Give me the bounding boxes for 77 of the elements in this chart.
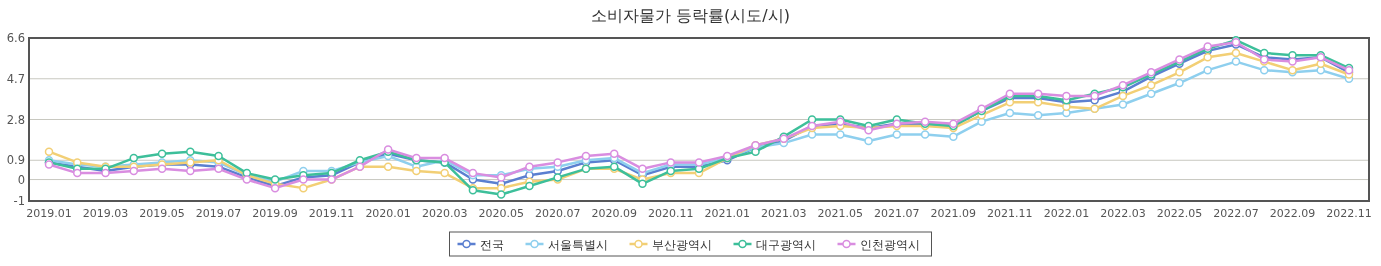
x-tick-label: 2020.05 <box>478 207 524 220</box>
point <box>949 132 958 141</box>
x-tick-label: 2020.07 <box>534 207 581 220</box>
x-tick-label: 2022.09 <box>1269 207 1316 220</box>
x-tick-label: 2020.11 <box>647 207 694 220</box>
x-tick-label: 2019.11 <box>308 207 355 220</box>
x-tick-label: 2021.05 <box>817 207 864 220</box>
x-tick-label: 2020.01 <box>365 207 411 220</box>
point <box>892 130 902 139</box>
x-tick-label: 2022.05 <box>1156 207 1203 220</box>
point <box>609 149 619 159</box>
point <box>1118 91 1128 101</box>
y-tick-label: -1 <box>13 194 25 208</box>
point <box>44 147 54 156</box>
legend-label: 전국 <box>479 237 504 252</box>
point <box>299 183 308 193</box>
point <box>186 166 195 176</box>
point <box>1175 78 1184 88</box>
point <box>214 151 223 161</box>
point <box>1231 48 1241 58</box>
point <box>1005 108 1015 118</box>
x-tick-label: 2022.11 <box>1326 207 1372 220</box>
point <box>836 130 845 139</box>
point <box>129 153 139 163</box>
chart-title: 소비자물가 등락률(시도/시) <box>591 6 790 25</box>
x-tick-label: 2019.09 <box>252 207 298 220</box>
x-tick-label: 2020.03 <box>421 207 468 220</box>
legend-label: 인천광역시 <box>859 237 920 252</box>
x-tick-label: 2021.03 <box>761 207 807 220</box>
x-tick-label: 2022.07 <box>1213 207 1259 220</box>
point <box>1033 110 1043 120</box>
x-tick-label: 2022.03 <box>1100 207 1146 220</box>
x-tick-label: 2019.05 <box>139 207 185 220</box>
point <box>1203 65 1212 75</box>
x-tick-label: 2021.11 <box>987 207 1033 220</box>
x-tick-label: 2019.03 <box>82 207 129 220</box>
point <box>157 164 167 174</box>
point <box>525 181 534 191</box>
legend-label: 서울특별시 <box>547 237 608 252</box>
x-tick-label: 2021.01 <box>704 207 751 220</box>
y-tick-label: 0.9 <box>6 153 25 168</box>
legend-label: 부산광역시 <box>651 237 712 252</box>
x-tick-label: 2022.01 <box>1043 207 1090 220</box>
point <box>553 158 562 167</box>
y-tick-label: 0 <box>17 172 25 187</box>
point <box>73 168 82 178</box>
point <box>1146 80 1156 90</box>
point <box>1288 50 1297 60</box>
point <box>751 147 760 156</box>
point <box>383 162 393 171</box>
point <box>157 149 167 159</box>
point <box>1118 100 1128 109</box>
y-tick-label: 2.8 <box>6 112 25 127</box>
y-tick-label: 6.6 <box>6 31 25 45</box>
point <box>920 130 930 139</box>
point <box>638 179 647 189</box>
x-tick-label: 2021.09 <box>930 207 977 220</box>
point <box>440 168 449 178</box>
point <box>864 136 873 146</box>
x-tick-label: 2019.01 <box>26 207 72 220</box>
x-tick-label: 2019.07 <box>195 207 242 220</box>
point <box>1231 57 1241 66</box>
point <box>129 166 139 176</box>
point <box>807 115 817 124</box>
legend-label: 대구광역시 <box>755 237 816 252</box>
point <box>807 130 817 139</box>
point <box>1203 53 1212 62</box>
point <box>496 190 506 199</box>
point <box>1146 89 1156 99</box>
point <box>412 166 421 176</box>
x-tick-label: 2020.09 <box>591 207 637 220</box>
point <box>1259 65 1269 75</box>
point <box>186 147 195 156</box>
point <box>581 151 591 161</box>
point <box>1175 68 1184 77</box>
x-tick-label: 2021.07 <box>874 207 920 220</box>
y-tick-label: 4.7 <box>6 71 25 86</box>
